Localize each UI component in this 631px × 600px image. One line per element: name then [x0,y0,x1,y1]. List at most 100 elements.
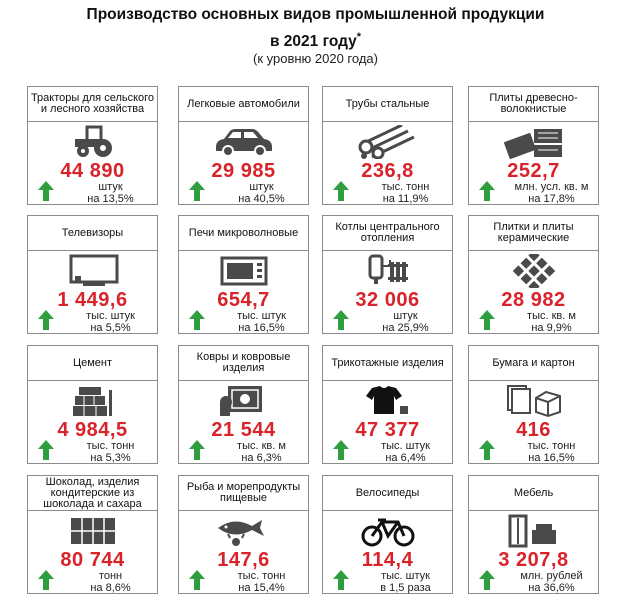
product-card: Ковры и ковровые изделия 21 544 тыс. кв. м… [178,345,309,464]
growth-text: на 8,6% [90,582,131,594]
growth-arrow-icon [38,310,54,330]
unit-label: тыс. штук [381,570,430,582]
product-card: Шоколад, изделия кондитерские из шоколад… [27,475,158,594]
tiles-icon [469,253,598,289]
tractor-icon [28,124,157,160]
growth-text: на 15,4% [238,582,285,594]
product-label: Шоколад, изделия кондитерские из шоколад… [28,476,157,511]
growth-arrow-icon [333,570,349,590]
unit-label: тыс. кв. м [527,310,576,322]
growth-text: на 16,5% [238,322,285,334]
page-title: Производство основных видов промышленной… [86,6,545,23]
clothes-icon [323,383,452,419]
growth-text: на 16,5% [528,452,575,464]
growth-text: на 5,3% [90,452,131,464]
product-label: Котлы центрального отопления [323,216,452,251]
chocolate-icon [28,513,157,549]
unit-label: тыс. тонн [237,570,286,582]
growth-arrow-icon [189,181,205,201]
production-value: 21 544 [211,419,276,441]
product-card: Цемент 4 984,5 тыс. тонн на 5,3% [27,345,158,464]
product-card: Рыба и морепродукты пищевые 147,6 тыс. тон… [178,475,309,594]
growth-arrow-icon [38,181,54,201]
product-label: Легковые автомобили [179,87,308,122]
unit-label: штук [393,310,418,322]
page-title-year: в 2021 году* [0,31,631,51]
unit-label: тыс. тонн [381,181,430,193]
product-card: Бумага и картон 416 тыс. тонн на 16,5% [468,345,599,464]
growth-arrow-icon [189,570,205,590]
microwave-icon [179,253,308,289]
footnote-mark: * [356,31,362,43]
production-value: 47 377 [355,419,420,441]
product-label: Печи микроволновые [179,216,308,251]
growth-arrow-icon [479,570,495,590]
production-value: 236,8 [361,160,414,182]
production-value: 29 985 [211,160,276,182]
product-card: Велосипеды 114,4 тыс. штук в 1,5 раза [322,475,453,594]
product-card: Трикотажные изделия 47 377 тыс. штук на 6,4… [322,345,453,464]
product-label: Трикотажные изделия [323,346,452,381]
production-value: 1 449,6 [57,289,128,311]
growth-text: на 25,9% [382,322,429,334]
unit-label: тыс. штук [86,310,135,322]
growth-arrow-icon [479,310,495,330]
boards-icon [469,124,598,160]
product-card: Трубы стальные 236,8 тыс. тонн на 11,9% [322,86,453,205]
unit-label: тыс. тонн [86,440,135,452]
product-label: Телевизоры [28,216,157,251]
unit-label: штук [98,181,123,193]
product-label: Цемент [28,346,157,381]
production-value: 416 [516,419,551,441]
product-card: Печи микроволновые 654,7 тыс. штук на 16,5% [178,215,309,334]
unit-label: тыс. кв. м [237,440,286,452]
production-value: 147,6 [217,549,270,571]
product-card: Тракторы для сельского и лесного хозяйст… [27,86,158,205]
product-card: Телевизоры 1 449,6 тыс. штук на 5,5% [27,215,158,334]
boiler-icon [323,253,452,289]
production-value: 3 207,8 [498,549,569,571]
growth-arrow-icon [333,181,349,201]
growth-arrow-icon [38,440,54,460]
production-value: 4 984,5 [57,419,128,441]
product-label: Мебель [469,476,598,511]
production-value: 44 890 [60,160,125,182]
growth-arrow-icon [333,310,349,330]
unit-label: млн. рублей [520,570,583,582]
growth-arrow-icon [479,181,495,201]
cement-icon [28,383,157,419]
product-label: Тракторы для сельского и лесного хозяйст… [28,87,157,122]
growth-text: на 9,9% [531,322,572,334]
growth-text: на 6,4% [385,452,426,464]
product-card: Легковые автомобили 29 985 штук на 40,5% [178,86,309,205]
product-card: Котлы центрального отопления 32 006 штук на… [322,215,453,334]
growth-text: на 13,5% [87,193,134,205]
carpet-icon [179,383,308,419]
fish-icon [179,513,308,549]
car-icon [179,124,308,160]
paper-box-icon [469,383,598,419]
product-label: Рыба и морепродукты пищевые [179,476,308,511]
growth-text: в 1,5 раза [380,582,431,594]
product-card: Плиты древесно-волокнистые 252,7 млн. усл.… [468,86,599,205]
growth-text: на 36,6% [528,582,575,594]
title-year-text: в 2021 году [269,33,357,51]
product-label: Ковры и ковровые изделия [179,346,308,381]
furniture-icon [469,513,598,549]
growth-arrow-icon [189,310,205,330]
unit-label: тыс. тонн [527,440,576,452]
pipes-icon [323,124,452,160]
unit-label: тыс. штук [381,440,430,452]
unit-label: тонн [98,570,123,582]
product-label: Бумага и картон [469,346,598,381]
growth-text: на 5,5% [90,322,131,334]
growth-text: на 17,8% [528,193,575,205]
production-value: 114,4 [361,549,414,571]
product-label: Плитки и плиты керамические [469,216,598,251]
production-value: 28 982 [501,289,566,311]
product-label: Велосипеды [323,476,452,511]
page-subtitle: (к уровню 2020 года) [253,51,378,66]
product-card: Мебель 3 207,8 млн. рублей на 36,6% [468,475,599,594]
tv-icon [28,253,157,289]
growth-arrow-icon [189,440,205,460]
